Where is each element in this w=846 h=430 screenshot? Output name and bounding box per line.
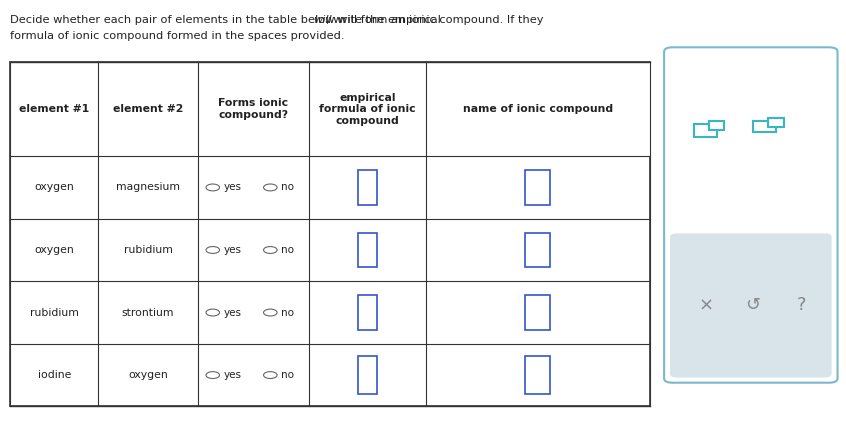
Bar xyxy=(525,170,551,205)
Text: no: no xyxy=(282,245,294,255)
Bar xyxy=(359,356,377,394)
Text: yes: yes xyxy=(224,182,242,193)
Text: element #1: element #1 xyxy=(19,104,90,114)
Text: yes: yes xyxy=(224,307,242,317)
Text: strontium: strontium xyxy=(122,307,174,317)
Bar xyxy=(753,120,777,132)
Text: no: no xyxy=(282,182,294,193)
Text: ×: × xyxy=(699,296,714,314)
Text: iodine: iodine xyxy=(37,370,71,380)
Bar xyxy=(768,118,783,127)
Text: element #2: element #2 xyxy=(113,104,184,114)
Text: rubidium: rubidium xyxy=(124,245,173,255)
Text: oxygen: oxygen xyxy=(35,245,74,255)
Text: ↺: ↺ xyxy=(745,296,761,314)
Text: ?: ? xyxy=(796,296,806,314)
Text: rubidium: rubidium xyxy=(30,307,79,317)
FancyBboxPatch shape xyxy=(664,47,838,383)
Text: oxygen: oxygen xyxy=(128,370,168,380)
Bar xyxy=(525,295,551,330)
Bar xyxy=(708,121,724,130)
Text: formula of ionic compound formed in the spaces provided.: formula of ionic compound formed in the … xyxy=(10,31,344,41)
Text: Forms ionic
compound?: Forms ionic compound? xyxy=(218,98,288,120)
Text: empirical
formula of ionic
compound: empirical formula of ionic compound xyxy=(319,92,416,126)
Text: yes: yes xyxy=(224,370,242,380)
Text: Decide whether each pair of elements in the table below will form an ionic compo: Decide whether each pair of elements in … xyxy=(10,15,547,25)
Bar xyxy=(10,62,650,406)
Text: , write the empirical: , write the empirical xyxy=(326,15,441,25)
Bar xyxy=(359,170,377,205)
Text: oxygen: oxygen xyxy=(35,182,74,193)
Text: magnesium: magnesium xyxy=(116,182,180,193)
Bar xyxy=(694,124,717,137)
Bar xyxy=(525,233,551,267)
Bar xyxy=(359,233,377,267)
Text: name of ionic compound: name of ionic compound xyxy=(463,104,613,114)
Text: will: will xyxy=(313,15,332,25)
Text: no: no xyxy=(282,370,294,380)
Bar xyxy=(10,62,650,156)
Text: no: no xyxy=(282,307,294,317)
Bar xyxy=(359,295,377,330)
Bar xyxy=(525,356,551,394)
FancyBboxPatch shape xyxy=(670,233,832,378)
Text: yes: yes xyxy=(224,245,242,255)
